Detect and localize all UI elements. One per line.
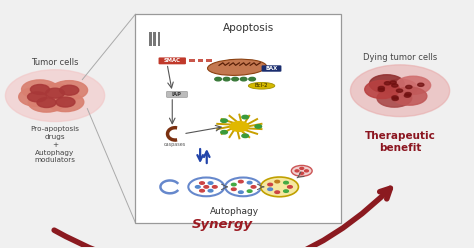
Circle shape bbox=[204, 186, 209, 188]
Circle shape bbox=[21, 80, 58, 99]
Circle shape bbox=[231, 183, 236, 186]
Circle shape bbox=[392, 87, 427, 105]
Circle shape bbox=[27, 92, 46, 102]
Circle shape bbox=[268, 183, 273, 186]
FancyBboxPatch shape bbox=[262, 65, 282, 72]
FancyBboxPatch shape bbox=[206, 59, 212, 62]
Text: caspases: caspases bbox=[164, 142, 186, 147]
Text: Autophagy: Autophagy bbox=[210, 208, 259, 217]
Circle shape bbox=[300, 167, 304, 169]
Circle shape bbox=[51, 81, 88, 100]
Circle shape bbox=[404, 94, 410, 97]
Circle shape bbox=[247, 190, 252, 192]
Circle shape bbox=[275, 180, 280, 183]
Text: IAP: IAP bbox=[172, 92, 182, 97]
Ellipse shape bbox=[208, 59, 266, 75]
Circle shape bbox=[30, 85, 49, 94]
Circle shape bbox=[221, 130, 228, 134]
Circle shape bbox=[295, 170, 299, 172]
Circle shape bbox=[305, 170, 309, 172]
Circle shape bbox=[231, 188, 236, 190]
Circle shape bbox=[238, 180, 243, 183]
Circle shape bbox=[247, 181, 252, 184]
FancyBboxPatch shape bbox=[189, 59, 195, 62]
Circle shape bbox=[28, 93, 65, 112]
Circle shape bbox=[392, 97, 398, 100]
Circle shape bbox=[37, 97, 56, 108]
Text: Apoptosis: Apoptosis bbox=[223, 23, 274, 33]
Text: Tumor cells: Tumor cells bbox=[31, 58, 79, 67]
Circle shape bbox=[195, 186, 200, 188]
Circle shape bbox=[275, 191, 280, 193]
Circle shape bbox=[230, 122, 249, 131]
Circle shape bbox=[378, 88, 384, 92]
FancyBboxPatch shape bbox=[136, 14, 341, 223]
FancyBboxPatch shape bbox=[157, 31, 160, 46]
Circle shape bbox=[268, 188, 273, 190]
FancyBboxPatch shape bbox=[149, 31, 152, 46]
Circle shape bbox=[232, 77, 238, 81]
Circle shape bbox=[249, 77, 255, 81]
Circle shape bbox=[221, 119, 228, 123]
Ellipse shape bbox=[248, 82, 275, 89]
Circle shape bbox=[283, 181, 288, 184]
Circle shape bbox=[36, 84, 73, 103]
Circle shape bbox=[261, 177, 299, 197]
Circle shape bbox=[208, 182, 213, 184]
Circle shape bbox=[238, 191, 243, 193]
Circle shape bbox=[392, 96, 398, 99]
Circle shape bbox=[283, 190, 288, 192]
Text: Pro-apoptosis
drugs
+
Autophagy
modulators: Pro-apoptosis drugs + Autophagy modulato… bbox=[30, 126, 80, 163]
Circle shape bbox=[60, 85, 79, 95]
Circle shape bbox=[242, 115, 248, 119]
Circle shape bbox=[396, 89, 402, 92]
Circle shape bbox=[377, 89, 412, 107]
Circle shape bbox=[369, 75, 404, 93]
Text: BAX: BAX bbox=[265, 66, 278, 71]
Circle shape bbox=[251, 186, 256, 188]
Text: SMAC: SMAC bbox=[164, 58, 181, 63]
Circle shape bbox=[383, 79, 418, 97]
Circle shape bbox=[56, 97, 75, 107]
Circle shape bbox=[208, 189, 213, 192]
Circle shape bbox=[212, 186, 217, 188]
Circle shape bbox=[200, 189, 204, 192]
Circle shape bbox=[350, 65, 450, 117]
Circle shape bbox=[240, 77, 247, 81]
Text: Therapeutic
benefit: Therapeutic benefit bbox=[365, 131, 436, 153]
Text: Bcl-2: Bcl-2 bbox=[255, 83, 268, 88]
Circle shape bbox=[384, 82, 391, 85]
Circle shape bbox=[405, 93, 411, 96]
Circle shape bbox=[292, 165, 312, 176]
Circle shape bbox=[255, 125, 262, 128]
Circle shape bbox=[223, 77, 230, 81]
Circle shape bbox=[19, 87, 55, 106]
FancyBboxPatch shape bbox=[158, 58, 186, 64]
Text: Synergy: Synergy bbox=[192, 218, 254, 231]
Circle shape bbox=[392, 84, 398, 87]
Circle shape bbox=[46, 88, 64, 98]
FancyArrowPatch shape bbox=[54, 188, 391, 248]
FancyBboxPatch shape bbox=[198, 59, 203, 62]
Circle shape bbox=[200, 182, 204, 184]
Circle shape bbox=[47, 93, 84, 112]
Text: Dying tumor cells: Dying tumor cells bbox=[363, 53, 437, 62]
FancyBboxPatch shape bbox=[154, 31, 156, 46]
Circle shape bbox=[390, 81, 396, 84]
Circle shape bbox=[5, 70, 105, 122]
Circle shape bbox=[378, 86, 384, 90]
Circle shape bbox=[406, 85, 412, 89]
Circle shape bbox=[288, 186, 292, 188]
FancyBboxPatch shape bbox=[166, 92, 187, 97]
Circle shape bbox=[300, 172, 304, 174]
Circle shape bbox=[365, 80, 400, 98]
Circle shape bbox=[242, 134, 248, 138]
Circle shape bbox=[418, 83, 424, 86]
Circle shape bbox=[396, 76, 431, 94]
Circle shape bbox=[215, 77, 221, 81]
